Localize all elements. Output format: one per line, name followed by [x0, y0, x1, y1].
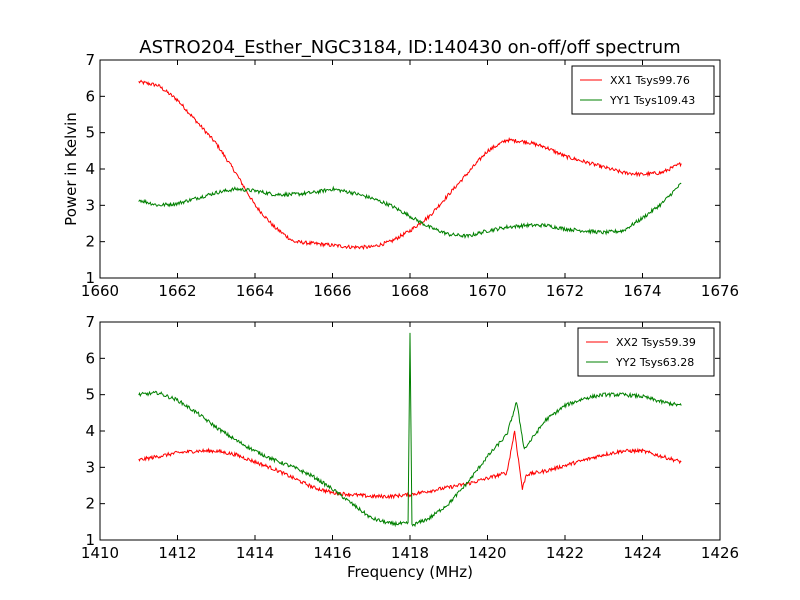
y-tick-label: 5: [85, 386, 95, 404]
legend-box: [571, 65, 715, 115]
y-tick-label: 2: [85, 233, 95, 251]
chart-panel-1: 1660 1662 1664 1666 1668 1670 1672 1674 1676 1 2 3 4…: [62, 51, 739, 300]
x-tick-label: 1666: [313, 282, 351, 300]
y-tick-label: 5: [85, 124, 95, 142]
y-tick-label: 4: [85, 422, 95, 440]
y-tick-label: 6: [85, 87, 95, 105]
legend-entry: YY2 Tsys63.28: [615, 356, 694, 369]
x-tick-label: 1660: [81, 282, 119, 300]
x-tick-label: 1418: [391, 544, 429, 562]
series-line-1-1: [138, 79, 682, 251]
series-line-1-2: [138, 182, 682, 239]
x-tick-label: 1416: [313, 544, 351, 562]
y-tick-label: 1: [85, 531, 95, 549]
x-axis-label: Frequency (MHz): [347, 563, 473, 581]
x-tick-label: 1414: [236, 544, 274, 562]
y-tick-label: 1: [85, 269, 95, 287]
x-tick-label: 1420: [468, 544, 506, 562]
legend-entry: XX2 Tsys59.39: [616, 336, 696, 349]
y-tick-label: 6: [85, 349, 95, 367]
x-tick-label: 1672: [546, 282, 584, 300]
x-tick-label: 1670: [468, 282, 506, 300]
chart-title: ASTRO204_Esther_NGC3184, ID:140430 on-of…: [139, 37, 680, 58]
legend: XX2 Tsys59.39 YY2 Tsys63.28: [577, 327, 715, 377]
legend-box: [577, 327, 715, 377]
legend-entry: XX1 Tsys99.76: [610, 74, 690, 87]
x-tick-label: 1668: [391, 282, 429, 300]
series-line-2-1: [138, 430, 682, 500]
x-tick-label: 1422: [546, 544, 584, 562]
x-tick-label: 1410: [81, 544, 119, 562]
y-tick-label: 3: [85, 196, 95, 214]
x-tick-label: 1426: [701, 544, 739, 562]
x-tick-label: 1664: [236, 282, 274, 300]
series-line-2-2: [138, 332, 682, 528]
y-tick-label: 4: [85, 160, 95, 178]
chart-panel-2: 1410 1412 1414 1416 1418 1420 1422 1424 1426 1 2 3 4…: [81, 313, 739, 581]
x-tick-label: 1412: [158, 544, 196, 562]
legend-entry: YY1 Tsys109.43: [609, 94, 695, 107]
y-tick-label: 2: [85, 495, 95, 513]
y-tick-label: 7: [85, 51, 95, 69]
y-axis-label: Power in Kelvin: [62, 112, 80, 226]
x-tick-label: 1676: [701, 282, 739, 300]
legend: XX1 Tsys99.76 YY1 Tsys109.43: [571, 65, 715, 115]
x-tick-label: 1662: [158, 282, 196, 300]
x-tick-label: 1424: [623, 544, 661, 562]
y-tick-label: 3: [85, 458, 95, 476]
y-tick-label: 7: [85, 313, 95, 331]
x-tick-label: 1674: [623, 282, 661, 300]
